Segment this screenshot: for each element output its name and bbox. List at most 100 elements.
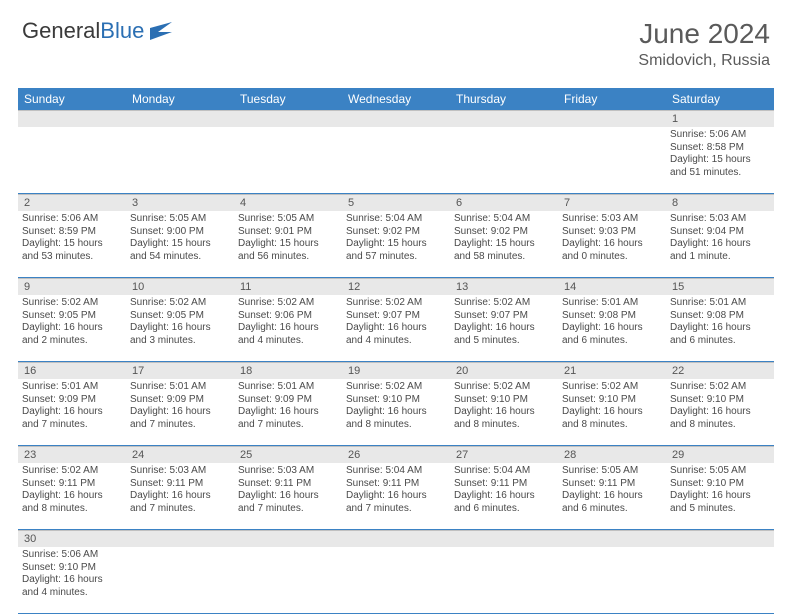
daylight-text: Daylight: 16 hours and 3 minutes.: [130, 322, 230, 347]
daylight-text: Daylight: 16 hours and 5 minutes.: [670, 490, 770, 515]
daylight-text: Daylight: 15 hours and 53 minutes.: [22, 238, 122, 263]
day-number: 28: [558, 447, 666, 463]
empty-cell: [342, 547, 450, 613]
sunset-text: Sunset: 9:05 PM: [130, 310, 230, 323]
daylight-text: Daylight: 16 hours and 4 minutes.: [238, 322, 338, 347]
daylight-text: Daylight: 16 hours and 1 minute.: [670, 238, 770, 263]
day-cell: Sunrise: 5:06 AMSunset: 8:59 PMDaylight:…: [18, 211, 126, 277]
day-number: 18: [234, 363, 342, 379]
sunset-text: Sunset: 9:10 PM: [346, 394, 446, 407]
day-cell: Sunrise: 5:01 AMSunset: 9:08 PMDaylight:…: [558, 295, 666, 361]
day-cell: Sunrise: 5:01 AMSunset: 9:09 PMDaylight:…: [234, 379, 342, 445]
daylight-text: Daylight: 16 hours and 7 minutes.: [238, 406, 338, 431]
sunset-text: Sunset: 9:07 PM: [454, 310, 554, 323]
sunset-text: Sunset: 9:10 PM: [562, 394, 662, 407]
day-number: 9: [18, 279, 126, 295]
day-number: 24: [126, 447, 234, 463]
sunset-text: Sunset: 9:11 PM: [346, 478, 446, 491]
sunrise-text: Sunrise: 5:02 AM: [22, 297, 122, 310]
day-cell: Sunrise: 5:04 AMSunset: 9:11 PMDaylight:…: [342, 463, 450, 529]
day-cell: Sunrise: 5:02 AMSunset: 9:05 PMDaylight:…: [18, 295, 126, 361]
sunrise-text: Sunrise: 5:02 AM: [346, 381, 446, 394]
day-cell: Sunrise: 5:04 AMSunset: 9:02 PMDaylight:…: [450, 211, 558, 277]
day-number: [342, 111, 450, 127]
logo: GeneralBlue: [22, 18, 176, 44]
day-number: [666, 531, 774, 547]
sunset-text: Sunset: 9:10 PM: [670, 394, 770, 407]
day-number-row: 16171819202122: [18, 362, 774, 379]
sunset-text: Sunset: 8:59 PM: [22, 226, 122, 239]
sunrise-text: Sunrise: 5:03 AM: [238, 465, 338, 478]
day-cell: Sunrise: 5:03 AMSunset: 9:03 PMDaylight:…: [558, 211, 666, 277]
day-number: 3: [126, 195, 234, 211]
day-number-row: 9101112131415: [18, 278, 774, 295]
sunset-text: Sunset: 9:09 PM: [22, 394, 122, 407]
day-number: 29: [666, 447, 774, 463]
sunrise-text: Sunrise: 5:02 AM: [130, 297, 230, 310]
day-cell: Sunrise: 5:02 AMSunset: 9:10 PMDaylight:…: [558, 379, 666, 445]
sunrise-text: Sunrise: 5:01 AM: [22, 381, 122, 394]
day-number: [558, 531, 666, 547]
calendar: SundayMondayTuesdayWednesdayThursdayFrid…: [18, 88, 774, 614]
day-number: 11: [234, 279, 342, 295]
day-cell: Sunrise: 5:02 AMSunset: 9:07 PMDaylight:…: [342, 295, 450, 361]
day-number: [126, 111, 234, 127]
day-cell: Sunrise: 5:05 AMSunset: 9:10 PMDaylight:…: [666, 463, 774, 529]
day-number: 17: [126, 363, 234, 379]
day-header-cell: Tuesday: [234, 88, 342, 110]
day-cell: Sunrise: 5:02 AMSunset: 9:10 PMDaylight:…: [450, 379, 558, 445]
day-cell: Sunrise: 5:02 AMSunset: 9:11 PMDaylight:…: [18, 463, 126, 529]
day-number: [342, 531, 450, 547]
sunrise-text: Sunrise: 5:06 AM: [22, 549, 122, 562]
daylight-text: Daylight: 15 hours and 57 minutes.: [346, 238, 446, 263]
day-number-row: 23242526272829: [18, 446, 774, 463]
day-number: [234, 531, 342, 547]
day-header-cell: Monday: [126, 88, 234, 110]
day-cell: Sunrise: 5:03 AMSunset: 9:11 PMDaylight:…: [234, 463, 342, 529]
day-header-cell: Wednesday: [342, 88, 450, 110]
day-header-cell: Sunday: [18, 88, 126, 110]
day-cell: Sunrise: 5:02 AMSunset: 9:10 PMDaylight:…: [666, 379, 774, 445]
daylight-text: Daylight: 16 hours and 8 minutes.: [562, 406, 662, 431]
sunset-text: Sunset: 9:05 PM: [22, 310, 122, 323]
day-number: 16: [18, 363, 126, 379]
sunrise-text: Sunrise: 5:05 AM: [562, 465, 662, 478]
sunrise-text: Sunrise: 5:05 AM: [130, 213, 230, 226]
sunset-text: Sunset: 9:10 PM: [454, 394, 554, 407]
sunset-text: Sunset: 9:10 PM: [670, 478, 770, 491]
sunrise-text: Sunrise: 5:02 AM: [454, 297, 554, 310]
day-number-row: 2345678: [18, 194, 774, 211]
day-header-row: SundayMondayTuesdayWednesdayThursdayFrid…: [18, 88, 774, 110]
day-number: [450, 531, 558, 547]
daylight-text: Daylight: 15 hours and 54 minutes.: [130, 238, 230, 263]
sunset-text: Sunset: 9:11 PM: [238, 478, 338, 491]
day-number: 30: [18, 531, 126, 547]
day-number: 21: [558, 363, 666, 379]
day-cell: Sunrise: 5:01 AMSunset: 9:09 PMDaylight:…: [18, 379, 126, 445]
sunrise-text: Sunrise: 5:05 AM: [238, 213, 338, 226]
day-number: 15: [666, 279, 774, 295]
day-number: [558, 111, 666, 127]
day-number: [126, 531, 234, 547]
month-title: June 2024: [638, 18, 770, 50]
sunrise-text: Sunrise: 5:01 AM: [562, 297, 662, 310]
week-row: Sunrise: 5:02 AMSunset: 9:11 PMDaylight:…: [18, 463, 774, 530]
day-number: 27: [450, 447, 558, 463]
sunrise-text: Sunrise: 5:04 AM: [346, 213, 446, 226]
sunset-text: Sunset: 9:00 PM: [130, 226, 230, 239]
sunrise-text: Sunrise: 5:01 AM: [670, 297, 770, 310]
daylight-text: Daylight: 16 hours and 2 minutes.: [22, 322, 122, 347]
sunset-text: Sunset: 9:09 PM: [130, 394, 230, 407]
logo-text-1: General: [22, 18, 100, 44]
sunset-text: Sunset: 9:11 PM: [454, 478, 554, 491]
daylight-text: Daylight: 15 hours and 51 minutes.: [670, 154, 770, 179]
day-number: 4: [234, 195, 342, 211]
week-row: Sunrise: 5:02 AMSunset: 9:05 PMDaylight:…: [18, 295, 774, 362]
title-block: June 2024 Smidovich, Russia: [638, 18, 770, 70]
day-number: 13: [450, 279, 558, 295]
day-cell: Sunrise: 5:06 AMSunset: 9:10 PMDaylight:…: [18, 547, 126, 613]
day-number-row: 1: [18, 110, 774, 127]
sunrise-text: Sunrise: 5:02 AM: [238, 297, 338, 310]
day-cell: Sunrise: 5:05 AMSunset: 9:01 PMDaylight:…: [234, 211, 342, 277]
daylight-text: Daylight: 16 hours and 7 minutes.: [130, 490, 230, 515]
